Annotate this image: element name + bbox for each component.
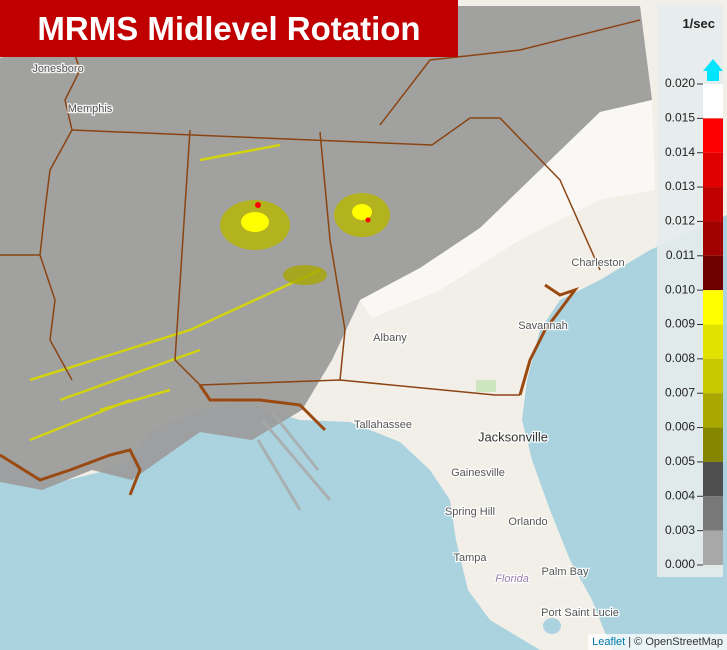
lake	[543, 618, 561, 634]
tick-label: 0.007	[665, 385, 695, 399]
place-label: Albany	[373, 332, 407, 344]
place-label: Florida	[495, 573, 529, 585]
rotation-tracks	[29, 143, 321, 442]
color-bin	[703, 152, 723, 188]
color-bin	[703, 358, 723, 394]
tick-label: 0.013	[665, 179, 695, 193]
tick-label: 0.009	[665, 317, 695, 331]
tick-label: 0.010	[665, 282, 695, 296]
place-label: Port Saint Lucie	[541, 607, 619, 619]
color-bin	[703, 187, 723, 222]
tick-label: 0.008	[665, 351, 695, 365]
state-borders	[0, 19, 641, 396]
overflow-arrow	[703, 59, 723, 71]
tick-label: 0.015	[665, 111, 695, 125]
color-bin	[703, 290, 723, 325]
osm-credit: © OpenStreetMap	[634, 636, 723, 648]
tick-label: 0.012	[665, 214, 695, 228]
color-bin	[703, 530, 723, 565]
place-label: Charleston	[571, 257, 624, 269]
place-label: Jonesboro	[32, 63, 83, 75]
color-bin	[703, 84, 723, 119]
radar-coverage	[0, 6, 652, 490]
tick-label: 0.006	[665, 420, 695, 434]
color-bin	[703, 221, 723, 256]
place-labels: Jonesboro Memphis Charleston Savannah Albany…	[31, 62, 626, 621]
place-label: Gainesville	[451, 467, 505, 479]
title-banner: MRMS Midlevel Rotation	[0, 0, 458, 57]
leaflet-link[interactable]: Leaflet	[592, 636, 626, 648]
place-label: Savannah	[518, 320, 568, 332]
place-label: Memphis	[68, 103, 113, 115]
tick-label: 0.003	[665, 523, 695, 537]
place-label: Orlando	[508, 516, 547, 528]
color-scale: 1/sec 0.020 0.015 0.014 0.013 0.012 0.011 0.01…	[665, 16, 723, 571]
color-bin	[703, 496, 723, 531]
tick-label: 0.004	[665, 488, 695, 502]
place-label: Jacksonville	[478, 429, 548, 444]
color-bin	[703, 461, 723, 497]
place-label: Spring Hill	[445, 506, 495, 518]
tick-label: 0.014	[665, 145, 695, 159]
color-bin	[703, 255, 723, 291]
place-label: Tampa	[453, 552, 487, 564]
tick-label: 0.000	[665, 557, 695, 571]
radar-fringe	[360, 100, 655, 318]
legend-unit: 1/sec	[682, 16, 715, 31]
place-label: Palm Bay	[541, 566, 589, 578]
legend-panel: 1/sec 0.020 0.015 0.014 0.013 0.012 0.011 0.01…	[657, 5, 723, 577]
color-bin	[703, 427, 723, 462]
park	[476, 380, 496, 392]
place-label: Tallahassee	[354, 419, 412, 431]
tick-label: 0.011	[666, 248, 695, 262]
rotation-cells	[220, 193, 390, 285]
color-bin	[703, 393, 723, 428]
attribution: Leaflet | © OpenStreetMap	[588, 634, 727, 650]
separator: |	[628, 636, 632, 648]
color-bin	[703, 118, 723, 153]
color-bin	[703, 324, 723, 359]
tick-label: 0.005	[665, 454, 695, 468]
radar-streaks	[256, 411, 332, 511]
tick-label: 0.020	[665, 76, 695, 90]
coastal-marsh	[0, 283, 580, 496]
